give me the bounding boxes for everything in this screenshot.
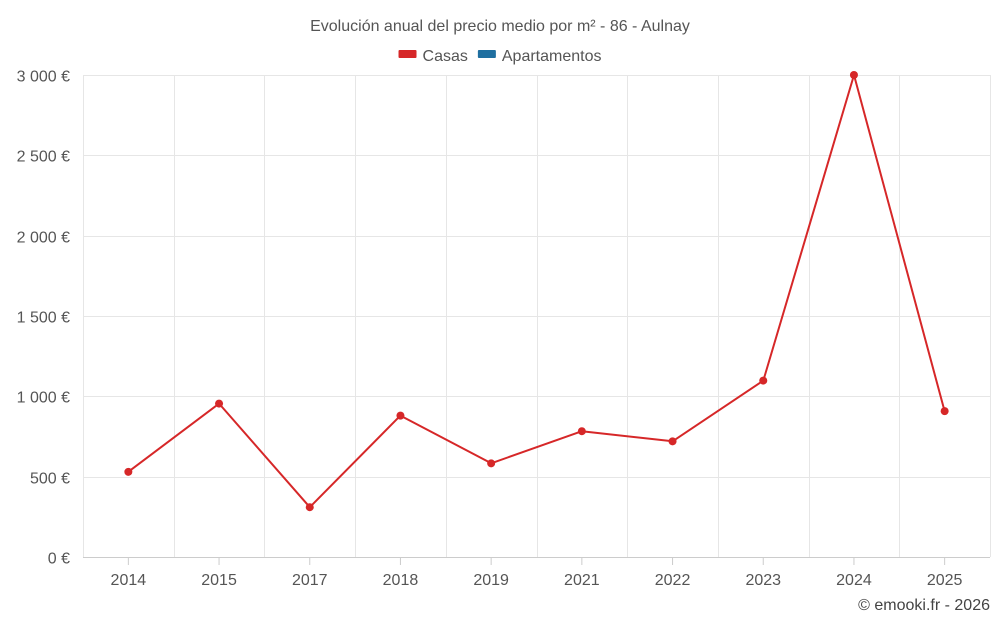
y-tick-label: 500 €	[30, 471, 70, 488]
data-point	[668, 437, 677, 446]
data-point	[396, 411, 405, 420]
x-tick-label: 2014	[111, 572, 147, 589]
data-point	[849, 71, 858, 79]
y-axis-tick-labels: 0 € 500 € 1 000 € 1 500 € 2 000 € 2 500 € 3 00…	[17, 69, 70, 568]
data-point	[759, 376, 768, 385]
data-point	[940, 407, 949, 416]
horizontal-gridlines	[83, 75, 990, 478]
y-tick-label: 2 000 €	[17, 230, 70, 247]
x-tick-label: 2021	[564, 572, 600, 589]
x-tick-label: 2023	[745, 572, 781, 589]
x-tick-label: 2019	[473, 572, 509, 589]
x-axis-tick-labels: 2014 2015 2017 2018 2019 2021 2022 2023 2024 2025	[111, 557, 963, 589]
series-line-casas	[127, 74, 946, 509]
legend-label: Apartamentos	[502, 48, 602, 65]
x-tick-label: 2024	[836, 572, 872, 589]
legend-swatch	[398, 50, 417, 58]
y-tick-label: 2 500 €	[17, 149, 70, 166]
y-tick-label: 1 500 €	[17, 310, 70, 327]
data-point	[124, 467, 133, 476]
x-tick-label: 2025	[927, 572, 963, 589]
series-points	[124, 71, 949, 512]
data-point	[305, 503, 314, 512]
y-tick-label: 3 000 €	[17, 69, 70, 86]
legend-label: Casas	[423, 48, 468, 65]
x-tick-label: 2015	[201, 572, 237, 589]
y-tick-label: 1 000 €	[17, 390, 70, 407]
x-tick-label: 2022	[655, 572, 691, 589]
series-lines	[127, 74, 946, 509]
y-tick-label: 0 €	[48, 551, 70, 568]
legend-item: Apartamentos	[477, 48, 602, 65]
data-point	[487, 459, 496, 468]
legend: Casas Apartamentos	[398, 48, 602, 65]
chart-title: Evolución anual del precio medio por m² …	[310, 18, 690, 35]
legend-swatch	[477, 50, 496, 58]
data-point	[577, 427, 586, 436]
legend-item: Casas	[398, 48, 468, 65]
x-tick-label: 2018	[383, 572, 419, 589]
x-tick-label: 2017	[292, 572, 328, 589]
data-point	[215, 399, 224, 408]
credit-text: © emooki.fr - 2026	[858, 597, 990, 614]
